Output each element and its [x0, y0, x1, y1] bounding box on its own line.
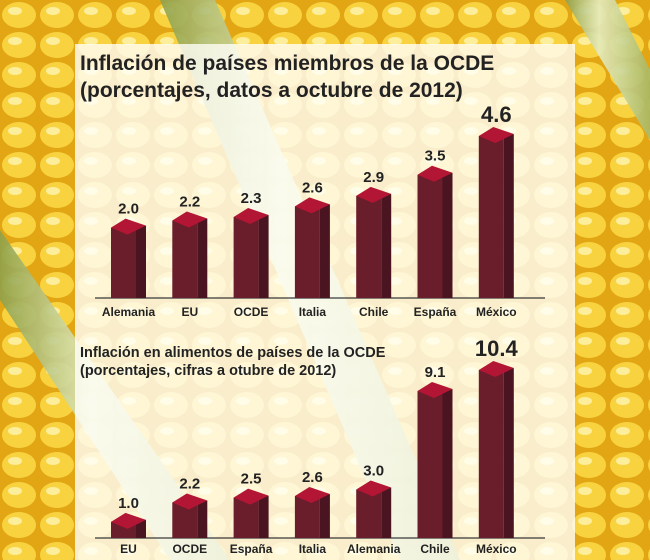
chart1-bar-side-eu — [197, 218, 208, 298]
chart2-bar-side-españa — [258, 495, 269, 538]
chart1-title-block: Inflación de países miembros de la OCDE … — [80, 50, 494, 104]
chart2-category-label: Alemania — [347, 542, 401, 556]
chart1-bar-side-méxico — [503, 134, 514, 298]
chart2-value-label: 1.0 — [118, 495, 139, 512]
chart1-category-label: OCDE — [234, 305, 269, 319]
chart2-title-block: Inflación en alimentos de países de la O… — [80, 344, 385, 380]
chart2-bar-side-chile — [442, 389, 453, 538]
chart1-bar-chile — [356, 195, 382, 298]
chart1-value-label: 2.6 — [302, 179, 323, 196]
chart2-value-label: 9.1 — [425, 364, 446, 381]
chart2-bar-alemania — [356, 489, 382, 538]
chart1-bar-side-chile — [381, 193, 392, 298]
chart1-bar-ocde — [233, 217, 259, 298]
chart1-bar-side-italia — [319, 204, 330, 298]
chart2-bar-méxico — [478, 370, 504, 538]
chart1-value-label: 2.9 — [363, 169, 384, 186]
chart2-category-label: EU — [120, 542, 137, 556]
chart1-value-label: 4.6 — [481, 102, 512, 127]
chart2-category-label: México — [476, 542, 517, 556]
chart1-bar-méxico — [478, 136, 504, 298]
chart1-bar-top-méxico — [478, 127, 514, 143]
chart2-bar-españa — [233, 497, 259, 538]
chart1-value-label: 2.0 — [118, 201, 139, 218]
chart2-category-label: España — [230, 542, 273, 556]
chart1-category-label: Chile — [359, 305, 389, 319]
chart1-category-label: Italia — [299, 305, 327, 319]
chart2-bar-side-eu — [136, 519, 146, 538]
chart2-value-label: 2.5 — [241, 471, 262, 488]
chart1-bar-italia — [294, 206, 320, 298]
chart1-bar-top-italia — [294, 197, 330, 214]
chart2-title: Inflación en alimentos de países de la O… — [80, 345, 386, 361]
chart1-value-label: 2.3 — [241, 190, 262, 207]
chart2-bar-chile — [417, 391, 443, 538]
chart1-bar-top-alemania — [111, 218, 146, 235]
chart2-bar-side-alemania — [381, 487, 392, 538]
chart2-category-label: Italia — [299, 542, 327, 556]
chart2-value-label: 10.4 — [475, 336, 519, 361]
chart2-bar-side-méxico — [503, 368, 514, 538]
chart1-bar-top-ocde — [233, 208, 269, 224]
chart1-bar-top-eu — [172, 211, 208, 228]
chart2-bar-top-chile — [417, 382, 453, 398]
chart2-bar-top-españa — [233, 488, 269, 505]
chart1-bar-top-españa — [417, 165, 453, 182]
chart2-bar-ocde — [172, 502, 198, 538]
chart2-bar-top-alemania — [356, 480, 392, 497]
chart1-bar-eu — [172, 220, 198, 298]
chart1-value-label: 3.5 — [425, 148, 446, 165]
chart1-bar-side-alemania — [136, 225, 146, 298]
chart1-bar-side-ocde — [258, 215, 269, 298]
chart1-bar-españa — [417, 174, 443, 298]
chart1-value-label: 2.2 — [179, 194, 200, 211]
chart1-category-label: México — [476, 305, 517, 319]
chart2-bar-side-italia — [319, 494, 330, 538]
chart2-value-label: 2.6 — [302, 469, 323, 486]
chart2-value-label: 3.0 — [363, 463, 384, 480]
chart1-subtitle: (porcentajes, datos a octubre de 2012) — [80, 79, 463, 102]
chart1-bar-alemania — [111, 227, 136, 298]
chart2-value-label: 2.2 — [179, 475, 200, 492]
chart1-category-label: Alemania — [102, 305, 156, 319]
chart1-title: Inflación de países miembros de la OCDE — [80, 52, 495, 75]
chart1-category-label: EU — [181, 305, 198, 319]
chart2-bar-italia — [294, 496, 320, 538]
chart2-category-label: OCDE — [172, 542, 207, 556]
chart2-bar-top-eu — [111, 512, 146, 529]
chart2-bar-top-ocde — [172, 493, 208, 510]
chart2-category-label: Chile — [420, 542, 450, 556]
chart1-bar-top-chile — [356, 186, 392, 203]
chart2-bar-side-ocde — [197, 500, 208, 538]
chart2-bar-top-méxico — [478, 361, 514, 377]
chart2-subtitle: (porcentajes, cifras a otubre de 2012) — [80, 363, 337, 379]
chart1-category-label: España — [414, 305, 457, 319]
chart2-bar-top-italia — [294, 487, 330, 503]
chart1-bar-side-españa — [442, 172, 453, 298]
